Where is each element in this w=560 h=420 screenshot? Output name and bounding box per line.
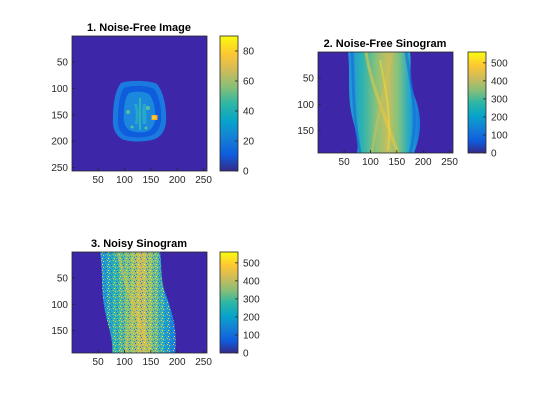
sinogram-streak [124,251,146,354]
y-tick-label: 150 [51,326,68,337]
colorbar-tick-label: 100 [243,330,260,341]
colorbar-tick-label: 20 [243,137,255,148]
sinogram-streak [370,51,394,154]
colorbar-tick-label: 60 [243,77,255,88]
x-tick-label: 150 [388,157,405,168]
colorbar-tick-label: 200 [243,312,260,323]
sinogram-band [348,52,421,153]
midline-structure [139,98,141,130]
colorbar-tick-label: 400 [491,76,508,87]
y-tick-label: 50 [57,58,69,69]
sinogram-edge [404,51,416,154]
plot-area [317,51,454,154]
colorbar: 0 100 200 300 400 500 [219,251,260,360]
gray-spot [144,126,148,130]
colorbar: 0 20 40 60 80 [219,35,255,178]
axes-frame [317,51,454,154]
colorbar-tick-label: 100 [491,130,508,141]
y-tick-label: 50 [57,274,69,285]
colorbar-tick-label: 300 [243,294,260,305]
axis-ticks: 50 100 150 200 250 50 100 150 [51,274,212,368]
x-tick-label: 150 [142,357,159,368]
colorbar-tick-label: 40 [243,107,255,118]
y-tick-label: 150 [297,126,314,137]
colorbar-tick-label: 500 [243,258,260,269]
colorbar-gradient [219,251,239,354]
panel-noisy-sinogram: 3. Noisy Sinogram 50 100 150 200 250 50 100 150… [51,238,260,368]
x-tick-label: 150 [142,175,159,186]
x-tick-label: 50 [93,357,105,368]
gray-spot [126,110,130,114]
x-tick-label: 200 [169,175,186,186]
x-tick-label: 100 [362,157,379,168]
sinogram-streak [116,251,152,354]
colorbar-gradient [219,35,239,172]
y-tick-label: 200 [51,137,68,148]
panel-title: 2. Noise-Free Sinogram [324,38,447,50]
colorbar: 0 100 200 300 400 500 [467,51,508,160]
panel-noise-free-image: 1. Noise-Free Image 50 100 150 200 250501001… [51,22,254,186]
x-tick-label: 250 [195,175,212,186]
panel-title: 1. Noise-Free Image [87,22,191,34]
axes-frame [71,251,208,354]
x-tick-label: 50 [93,175,105,186]
colorbar-tick-label: 80 [243,47,255,58]
ventricle-right [142,104,147,124]
axes-frame [71,35,208,172]
panel-title: 3. Noisy Sinogram [91,238,187,250]
brain-phantom [112,80,167,142]
y-tick-label: 150 [51,110,68,121]
sinogram-streak [364,51,400,154]
colorbar-tick-label: 0 [491,149,497,160]
colorbar-ticks: 0 100 200 300 400 500 [483,58,508,160]
x-tick-label: 250 [441,157,458,168]
sinogram-edge [350,51,362,154]
colorbar-ticks: 0 100 200 300 400 500 [235,258,260,360]
sinogram-noise [100,252,176,353]
x-tick-label: 100 [116,357,133,368]
axis-ticks: 50 100 150 200 250 50 100 150 200 250 [51,58,212,186]
x-tick-label: 250 [195,357,212,368]
colorbar-gradient [467,51,487,154]
sinogram-streak [379,59,391,151]
y-tick-label: 100 [51,84,68,95]
colorbar-tick-label: 300 [491,94,508,105]
colorbar-tick-label: 500 [491,58,508,69]
axis-ticks: 50 100 150 200 250 50 100 150 [297,74,458,168]
colorbar-tick-label: 400 [243,276,260,287]
colorbar-tick-label: 0 [243,349,249,360]
gray-spot [146,106,150,110]
x-tick-label: 100 [116,175,133,186]
plot-area [71,251,208,354]
gray-spot [130,125,134,129]
x-tick-label: 200 [169,357,186,368]
colorbar-tick-label: 0 [243,167,249,178]
y-tick-label: 250 [51,163,68,174]
colorbar-tick-label: 200 [491,112,508,123]
y-tick-label: 50 [303,74,315,85]
colorbar-ticks: 0 20 40 60 80 [235,47,255,178]
x-tick-label: 200 [415,157,432,168]
y-tick-label: 100 [51,300,68,311]
panel-noise-free-sinogram: 2. Noise-Free Sinogram 50 100 150 200 250 50 1… [297,38,508,168]
ventricle-left [134,104,139,124]
bright-lesion-core [152,116,156,119]
x-tick-label: 50 [339,157,351,168]
y-tick-label: 100 [297,100,314,111]
plot-area [71,35,208,172]
